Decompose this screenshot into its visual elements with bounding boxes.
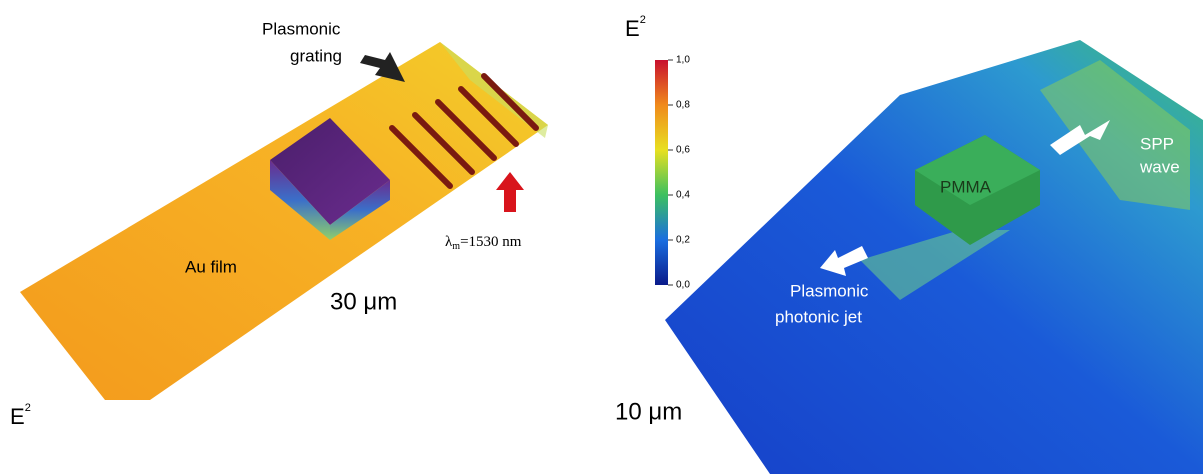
wave-label: SPP [1140, 134, 1174, 153]
pmma-label: PMMA [940, 177, 992, 196]
colorbar-tick-label: 0,2 [676, 235, 690, 246]
base: E [625, 16, 640, 41]
sup: 2 [640, 14, 646, 26]
colorbar-tick-label: 0,6 [676, 145, 690, 156]
colorbar-tick-label: 0,4 [676, 190, 690, 201]
colorbar-tick-label: 0,0 [676, 280, 690, 291]
scale-label: 10 μm [615, 398, 682, 425]
jet-label: Plasmonic [790, 281, 869, 300]
field-label: E2 [625, 14, 646, 41]
scale-label: 30 μm [330, 288, 397, 315]
wavelength-label: λm=1530 nm [445, 234, 522, 252]
colorbar-ticks: 1,0 0,8 0,6 0,4 0,2 0,0 [668, 55, 690, 291]
grating-label: grating [290, 46, 342, 65]
rest: =1530 nm [460, 234, 522, 250]
film-label: Au film [185, 257, 237, 276]
grating-label: Plasmonic [262, 19, 341, 38]
red-arrow [496, 172, 524, 212]
sup: 2 [25, 402, 31, 414]
jet-label: photonic jet [775, 307, 862, 326]
figure: Plasmonic grating Au film 30 μm λm=1530 … [0, 0, 1203, 474]
colorbar-tick-label: 1,0 [676, 55, 690, 66]
field-label: E2 [10, 402, 31, 429]
base: E [10, 404, 25, 429]
colorbar [655, 60, 668, 285]
wave-label: wave [1139, 157, 1180, 176]
colorbar-tick-label: 0,8 [676, 100, 690, 111]
